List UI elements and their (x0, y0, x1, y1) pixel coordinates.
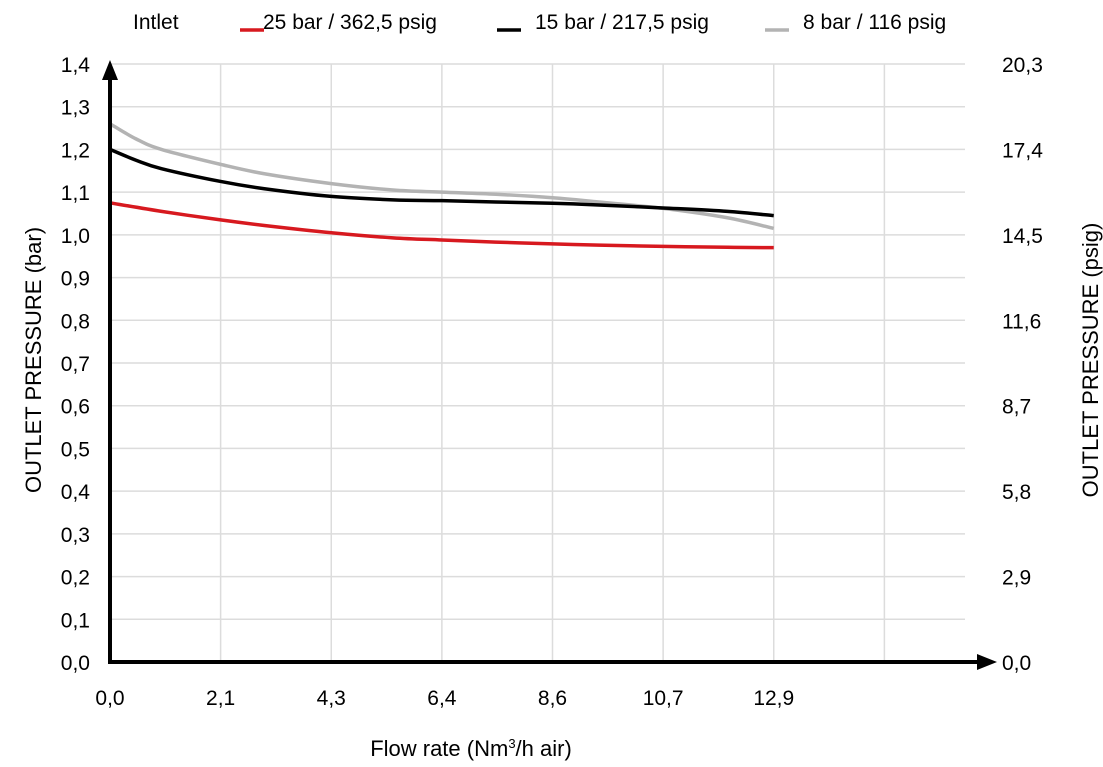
legend: Intlet 25 bar / 362,5 psig 15 bar / 217,5… (133, 11, 946, 34)
y2-tick-label: 11,6 (1002, 310, 1041, 333)
x-axis-title-main: Flow rate (Nm (370, 736, 508, 761)
y2-axis-title: OUTLET PRESSURE (psig) (1078, 223, 1103, 498)
legend-title: Intlet (133, 11, 179, 34)
y-tick-label: 0,4 (61, 481, 91, 504)
x-tick-label: 2,1 (206, 687, 235, 710)
x-axis-title-suffix: /h air) (516, 736, 572, 761)
x-tick-label: 10,7 (643, 687, 684, 710)
x-tick-label: 4,3 (317, 687, 346, 710)
y-tick-label: 0,9 (61, 268, 90, 291)
legend-label-2: 15 bar / 217,5 psig (535, 11, 709, 34)
y-axis-title: OUTLET PRESSURE (bar) (21, 227, 46, 493)
y2-axis-ticks: 0,0 2,9 5,8 8,7 11,6 14,5 17,4 20,3 (1002, 54, 1043, 675)
y2-tick-label: 20,3 (1002, 54, 1043, 77)
y2-tick-label: 14,5 (1002, 225, 1043, 248)
series-line-2 (109, 147, 774, 218)
y-tick-label: 0,5 (61, 438, 90, 461)
x-tick-label: 12,9 (753, 687, 794, 710)
y2-tick-label: 2,9 (1002, 567, 1031, 590)
y-tick-label: 1,1 (61, 182, 90, 205)
y-axis-arrow (102, 60, 118, 80)
grid (110, 63, 965, 662)
legend-label-3: 8 bar / 116 psig (803, 11, 946, 34)
x-axis-title: Flow rate (Nm3/h air) (370, 736, 572, 761)
x-axis-ticks: 0,0 2,1 4,3 6,4 8,6 10,7 12,9 (95, 687, 794, 710)
axes (102, 60, 997, 670)
y-tick-label: 0,6 (61, 396, 90, 419)
series-line-1 (109, 201, 774, 250)
y-tick-label: 1,4 (61, 54, 91, 77)
y-tick-label: 1,3 (61, 97, 90, 120)
y-axis-ticks: 0,0 0,1 0,2 0,3 0,4 0,5 0,6 0,7 0,8 0,9 1,0 1,1 1,2 1… (61, 54, 91, 675)
x-axis-title-superscript: 3 (508, 736, 515, 751)
x-tick-label: 8,6 (538, 687, 567, 710)
x-tick-label: 0,0 (95, 687, 124, 710)
x-tick-label: 6,4 (427, 687, 457, 710)
series-lines (109, 122, 775, 250)
x-axis-arrow (977, 654, 997, 670)
y-tick-label: 0,2 (61, 567, 90, 590)
y2-tick-label: 8,7 (1002, 396, 1031, 419)
y-tick-label: 1,0 (61, 225, 90, 248)
y-tick-label: 1,2 (61, 139, 90, 162)
y-tick-label: 0,3 (61, 524, 90, 547)
y2-tick-label: 5,8 (1002, 481, 1031, 504)
y2-tick-label: 17,4 (1002, 139, 1043, 162)
y2-tick-label: 0,0 (1002, 652, 1031, 675)
y-tick-label: 0,0 (61, 652, 90, 675)
legend-label-1: 25 bar / 362,5 psig (263, 11, 437, 34)
y-tick-label: 0,8 (61, 310, 90, 333)
y-tick-label: 0,7 (61, 353, 90, 376)
y-tick-label: 0,1 (61, 609, 90, 632)
